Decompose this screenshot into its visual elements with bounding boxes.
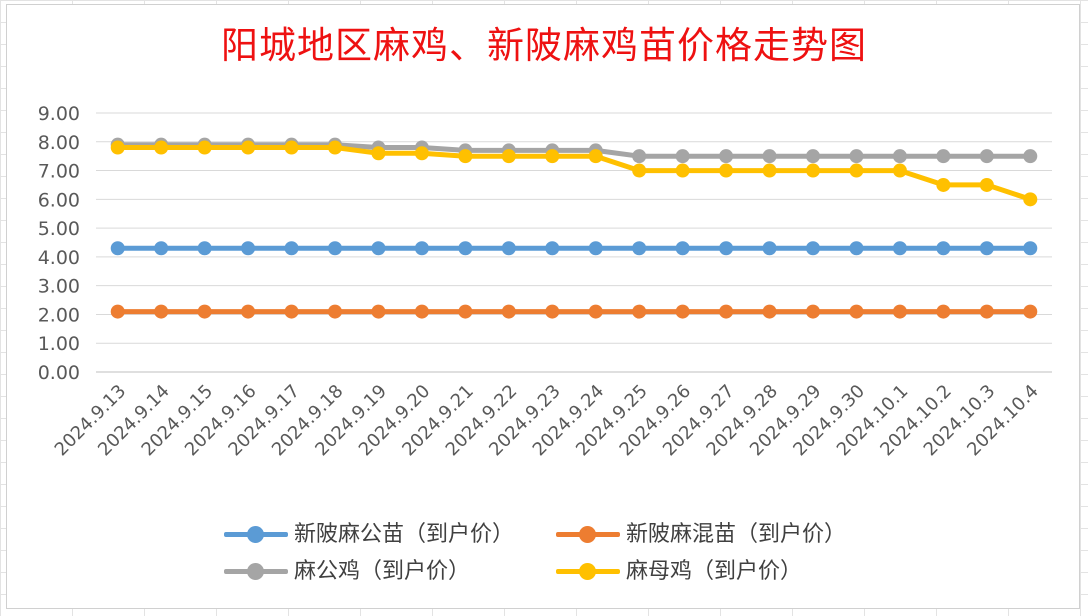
data-point-series-3: [1023, 149, 1038, 164]
data-point-series-2: [197, 304, 212, 319]
data-point-series-3: [719, 149, 734, 164]
data-point-series-4: [892, 163, 907, 178]
data-point-series-2: [110, 304, 125, 319]
data-point-series-2: [762, 304, 777, 319]
data-point-series-2: [719, 304, 734, 319]
data-point-series-2: [632, 304, 647, 319]
data-point-series-2: [328, 304, 342, 319]
data-point-series-2: [458, 304, 473, 319]
y-tick-label: 2.00: [38, 304, 80, 326]
data-point-series-4: [197, 140, 212, 155]
y-tick-label: 4.00: [38, 247, 80, 269]
y-tick-label: 6.00: [38, 189, 80, 211]
series-line-4: [115, 145, 1033, 202]
data-point-series-3: [632, 149, 647, 164]
data-point-series-3: [762, 149, 777, 164]
data-point-series-4: [241, 140, 256, 155]
y-tick-label: 0.00: [38, 362, 80, 384]
data-point-series-1: [892, 241, 907, 256]
data-point-series-3: [979, 149, 994, 164]
data-point-series-4: [762, 163, 777, 178]
data-point-series-1: [979, 241, 994, 256]
data-point-series-4: [936, 177, 951, 192]
data-point-series-1: [632, 241, 647, 256]
data-point-series-2: [154, 304, 169, 319]
data-point-series-4: [719, 163, 734, 178]
data-point-series-1: [110, 241, 125, 256]
data-point-series-3: [849, 149, 864, 164]
data-point-series-4: [588, 149, 603, 164]
data-point-series-2: [936, 304, 951, 319]
data-point-series-2: [588, 304, 603, 319]
data-point-series-4: [414, 146, 429, 161]
y-tick-label: 3.00: [38, 276, 80, 298]
data-point-series-1: [719, 241, 734, 256]
data-point-series-4: [806, 163, 820, 178]
data-point-series-2: [892, 304, 907, 319]
data-point-series-1: [762, 241, 777, 256]
data-point-series-4: [371, 146, 386, 161]
series-line-3: [115, 142, 1033, 159]
data-point-series-2: [545, 304, 560, 319]
data-point-series-3: [892, 149, 907, 164]
data-point-series-4: [632, 163, 647, 178]
data-point-series-4: [458, 149, 473, 164]
data-point-series-1: [458, 241, 473, 256]
data-point-series-4: [545, 149, 560, 164]
data-point-series-1: [675, 241, 690, 256]
y-tick-label: 5.00: [38, 218, 80, 240]
data-point-series-2: [675, 304, 690, 319]
data-point-series-4: [328, 140, 342, 155]
data-point-series-1: [197, 241, 212, 256]
data-point-series-4: [284, 140, 299, 155]
data-point-series-4: [1023, 192, 1038, 207]
data-point-series-4: [501, 149, 516, 164]
data-point-series-1: [371, 241, 386, 256]
data-point-series-1: [284, 241, 299, 256]
y-tick-label: 8.00: [38, 132, 80, 154]
data-point-series-4: [675, 163, 690, 178]
data-point-series-1: [849, 241, 864, 256]
y-tick-label: 7.00: [38, 161, 80, 183]
data-point-series-1: [806, 241, 820, 256]
data-point-series-3: [806, 149, 820, 164]
data-point-series-1: [414, 241, 429, 256]
data-point-series-4: [110, 140, 125, 155]
data-point-series-4: [849, 163, 864, 178]
data-point-series-1: [154, 241, 169, 256]
data-point-series-4: [154, 140, 169, 155]
data-point-series-2: [241, 304, 256, 319]
data-point-series-2: [371, 304, 386, 319]
data-point-series-1: [545, 241, 560, 256]
data-point-series-2: [284, 304, 299, 319]
data-point-series-2: [979, 304, 994, 319]
data-point-series-2: [501, 304, 516, 319]
data-point-series-3: [936, 149, 951, 164]
data-point-series-1: [936, 241, 951, 256]
data-point-series-2: [1023, 304, 1038, 319]
data-point-series-1: [241, 241, 256, 256]
data-point-series-2: [806, 304, 820, 319]
y-tick-label: 9.00: [38, 103, 80, 125]
data-point-series-2: [414, 304, 429, 319]
data-point-series-1: [501, 241, 516, 256]
data-point-series-1: [1023, 241, 1038, 256]
data-point-series-4: [979, 177, 994, 192]
data-point-series-3: [675, 149, 690, 164]
data-point-series-1: [588, 241, 603, 256]
y-tick-label: 1.00: [38, 333, 80, 355]
data-point-series-1: [328, 241, 342, 256]
chart-title: 阳城地区麻鸡、新陂麻鸡苗价格走势图: [221, 24, 867, 67]
data-point-series-2: [849, 304, 864, 319]
